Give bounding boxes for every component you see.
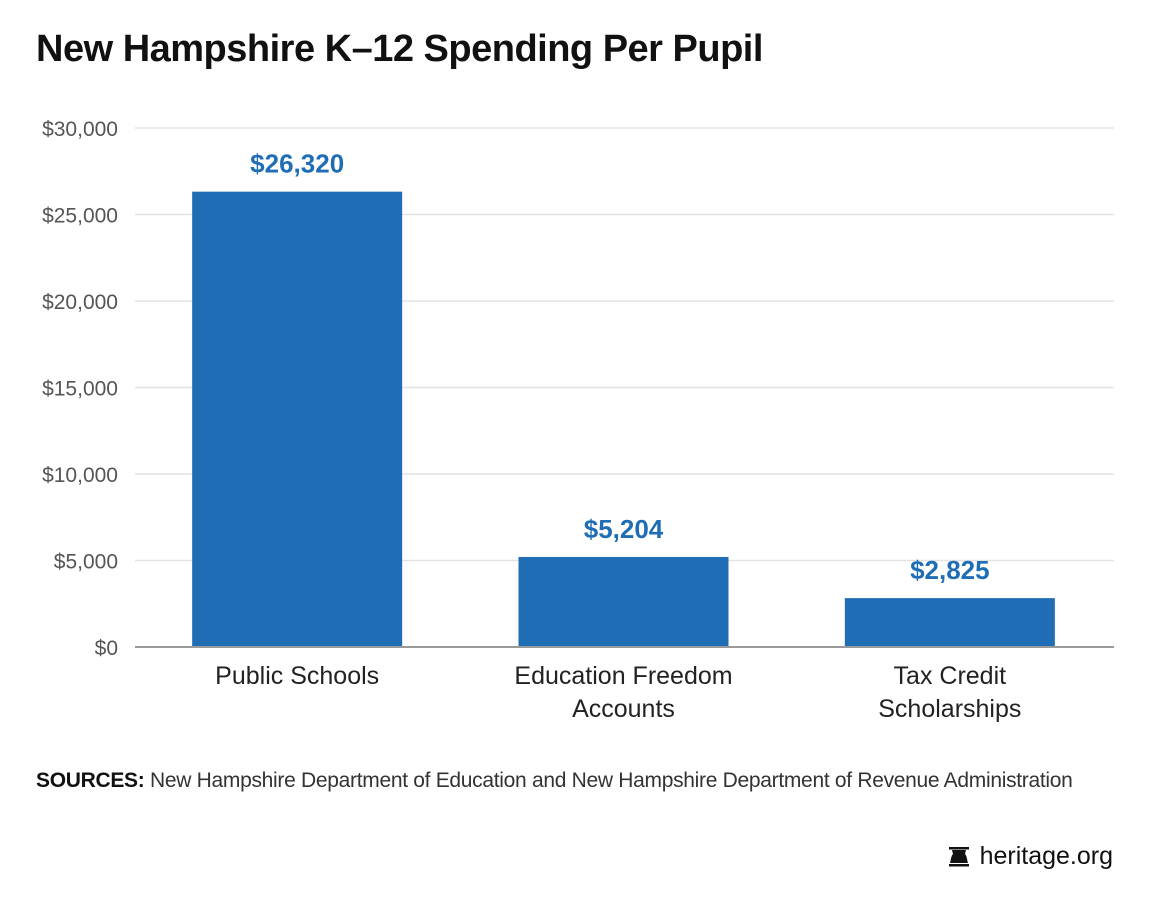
y-tick-label: $30,000 bbox=[42, 118, 118, 141]
bar bbox=[192, 191, 403, 647]
brand-text: heritage.org bbox=[979, 842, 1113, 870]
bell-icon bbox=[948, 846, 969, 866]
y-tick-label: $0 bbox=[95, 637, 118, 660]
bar bbox=[844, 598, 1055, 647]
category-labels: Public Schools Education Freedom Accounts T… bbox=[215, 662, 1021, 723]
category-label: Public Schools bbox=[215, 662, 379, 690]
sources-label: SOURCES: bbox=[36, 769, 145, 792]
y-tick-label: $10,000 bbox=[42, 464, 118, 487]
bar-value-label: $2,825 bbox=[910, 555, 990, 585]
bar bbox=[518, 556, 729, 647]
y-tick-label: $5,000 bbox=[54, 551, 118, 574]
chart-title: New Hampshire K–12 Spending Per Pupil bbox=[36, 28, 763, 70]
sources-text: New Hampshire Department of Education an… bbox=[150, 769, 1073, 792]
y-tick-label: $20,000 bbox=[42, 291, 118, 314]
y-tick-label: $25,000 bbox=[42, 205, 118, 228]
y-axis-tick-labels: $0 $5,000 $10,000 $15,000 $20,000 $25,000 $30,… bbox=[42, 118, 118, 660]
category-label: Education Freedom bbox=[514, 662, 732, 690]
bar-value-label: $26,320 bbox=[250, 149, 344, 179]
sources-note: SOURCES: New Hampshire Department of Edu… bbox=[36, 769, 1073, 793]
bars bbox=[192, 191, 1055, 647]
y-tick-label: $15,000 bbox=[42, 378, 118, 401]
bar-value-label: $5,204 bbox=[584, 514, 664, 544]
category-label: Scholarships bbox=[878, 695, 1021, 723]
category-label: Tax Credit bbox=[894, 662, 1007, 690]
value-labels: $26,320 $5,204 $2,825 bbox=[250, 149, 989, 585]
heritage-brand[interactable]: heritage.org bbox=[948, 842, 1113, 871]
category-label: Accounts bbox=[572, 695, 675, 723]
